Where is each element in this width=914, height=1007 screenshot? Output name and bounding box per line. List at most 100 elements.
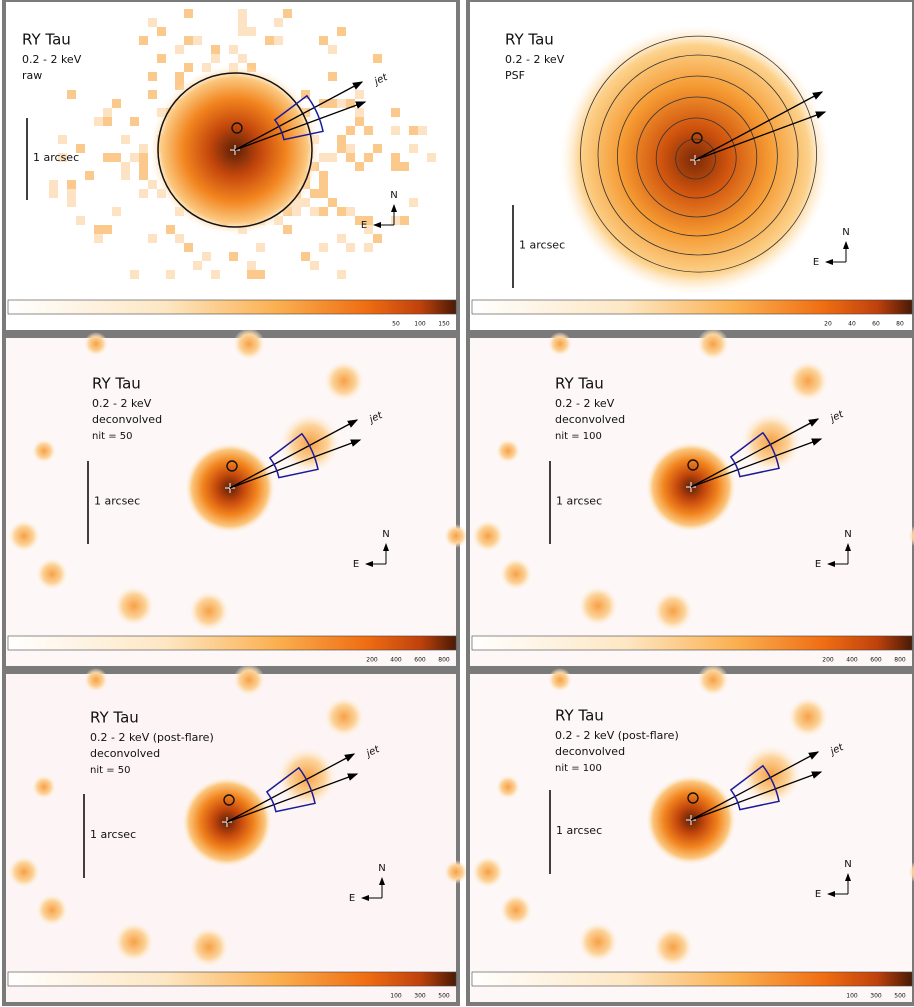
pixel [211,270,220,279]
figure: jetRY Tau0.2 - 2 keVraw1 arcsecNE5010015… [0,0,914,1007]
pixel [139,36,148,45]
colorbar-tick-label: 300 [870,993,882,1000]
panel-label: deconvolved [555,413,625,426]
faint-source [8,856,40,888]
compass-n-label: N [378,863,385,874]
pixel [229,252,238,261]
pixel [328,198,337,207]
pixel [175,234,184,243]
pixel [319,171,328,180]
faint-source [500,558,532,590]
colorbar-tick-label: 100 [846,993,858,1000]
compass-n-label: N [844,529,851,540]
scale-label: 1 arcsec [519,239,565,252]
pixel [355,90,364,99]
pixel [373,54,382,63]
colorbar-tick-label: 200 [366,657,378,664]
pixel [346,126,355,135]
faint-source [472,520,504,552]
faint-source [788,361,828,401]
pixel [337,27,346,36]
faint-source [697,328,729,360]
pixel [148,18,157,27]
compass-e-label: E [353,559,359,570]
pixel [328,45,337,54]
pixel [67,189,76,198]
pixel [391,162,400,171]
pixel [175,45,184,54]
pixel [193,261,202,270]
pixel [319,189,328,198]
pixel [247,270,256,279]
faint-source [32,775,56,799]
pixel [49,180,58,189]
pixel [319,153,328,162]
pixel [265,36,274,45]
energy-band: 0.2 - 2 keV (post-flare) [90,731,214,744]
faint-source [189,927,229,967]
faint-source [496,775,520,799]
pixel [49,189,58,198]
pixel [346,243,355,252]
colorbar-tick-label: 600 [414,657,426,664]
pixel [355,162,364,171]
pixel [130,153,139,162]
faint-source [114,586,154,626]
colorbar-tick-label: 400 [390,657,402,664]
compass-e-label: E [815,889,821,900]
colorbar-tick-label: 80 [896,321,904,328]
faint-source [324,361,364,401]
pixel [337,270,346,279]
pixel [310,261,319,270]
panel-title: RY Tau [505,31,554,49]
pixel [166,225,175,234]
scale-label: 1 arcsec [90,828,136,841]
panel-label: deconvolved [90,747,160,760]
pixel [391,216,400,225]
colorbar [8,636,456,650]
scale-label: 1 arcsec [556,824,602,837]
compass-n-label: N [842,227,849,238]
pixel [184,63,193,72]
pixel [427,153,436,162]
colorbar-tick-label: 800 [438,657,450,664]
pixel [175,72,184,81]
colorbar-tick-label: 500 [438,993,450,1000]
pixel [319,207,328,216]
pixel [112,99,121,108]
faint-source [697,664,729,696]
pixel [184,243,193,252]
pixel [319,243,328,252]
faint-source [324,697,364,737]
pixel [418,126,427,135]
faint-source [472,856,504,888]
pixel [139,162,148,171]
pixel [355,117,364,126]
pixel [337,99,346,108]
pixel [238,9,247,18]
pixel [94,117,103,126]
compass-n-label: N [390,190,397,201]
panel-title: RY Tau [22,31,71,49]
panel-label: raw [22,69,42,82]
panel-title: RY Tau [92,375,141,393]
faint-source [500,894,532,926]
energy-band: 0.2 - 2 keV [555,397,615,410]
colorbar [472,636,912,650]
pixel [112,207,121,216]
pixel [409,126,418,135]
pixel [400,216,409,225]
pixel [247,261,256,270]
pixel [139,189,148,198]
pixel [301,252,310,261]
pixel [58,135,67,144]
colorbar-tick-label: 100 [414,321,426,328]
panel-label: nit = 100 [555,763,602,774]
pixel [121,162,130,171]
pixel [256,243,265,252]
pixel [130,117,139,126]
colorbar-tick-label: 50 [392,321,400,328]
